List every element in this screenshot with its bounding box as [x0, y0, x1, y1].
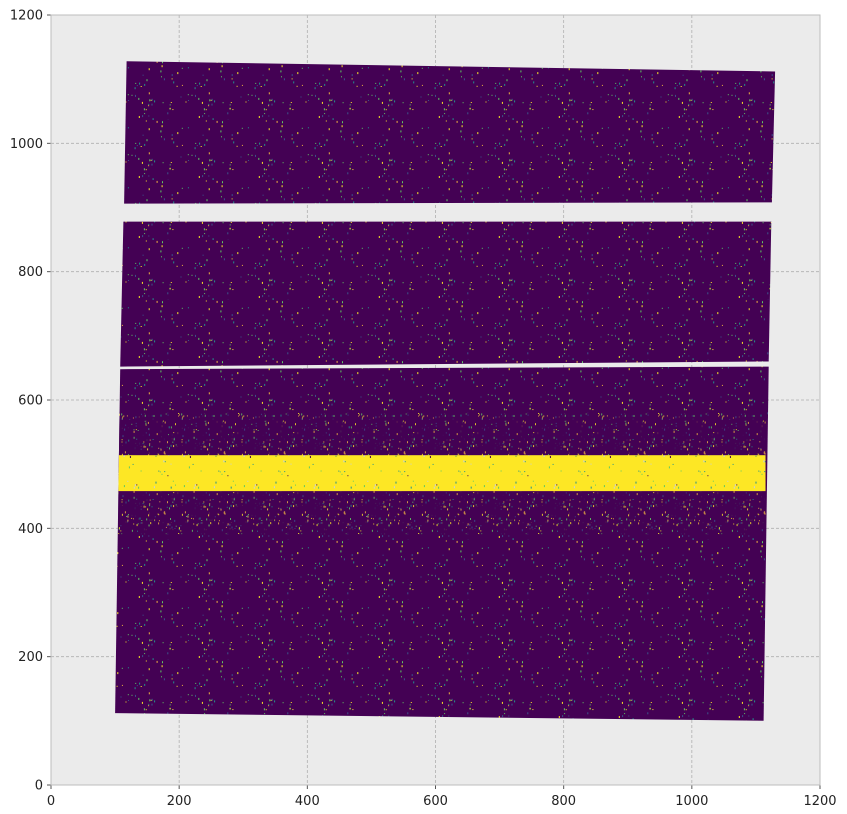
- y-tick-label: 1000: [10, 137, 43, 152]
- x-tick-label: 1000: [675, 794, 708, 809]
- x-tick-label: 400: [295, 794, 320, 809]
- y-tick-label: 200: [18, 650, 43, 665]
- image-strips: [115, 61, 776, 721]
- middle-strip: [120, 221, 772, 367]
- y-tick-label: 400: [18, 522, 43, 537]
- x-tick-label: 0: [47, 794, 55, 809]
- x-tick-label: 1200: [803, 794, 836, 809]
- x-tick-label: 600: [423, 794, 448, 809]
- axis-ticks: 0 200 400 600 800 1000 1200 0 200 400 600 800 1000 12…: [10, 9, 837, 810]
- y-tick-label: 0: [35, 779, 43, 794]
- y-tick-label: 600: [18, 394, 43, 409]
- trace-layer: [118, 412, 766, 535]
- upper-strip: [124, 61, 776, 204]
- x-tick-label: 800: [551, 794, 576, 809]
- y-tick-label: 800: [18, 265, 43, 280]
- bright-trace: [118, 455, 766, 492]
- plot-frame: [50, 14, 821, 786]
- x-tick-label: 200: [167, 794, 192, 809]
- y-tick-label: 1200: [10, 9, 43, 24]
